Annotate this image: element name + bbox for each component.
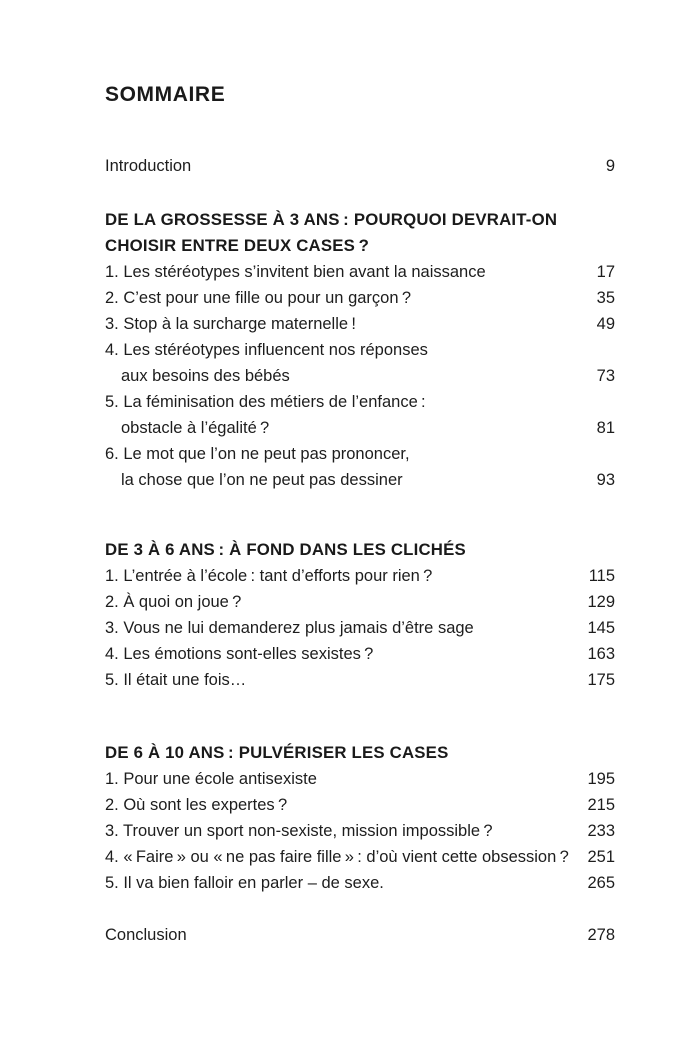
entry-page-number: 49 bbox=[596, 315, 615, 333]
entry-page-number: 145 bbox=[587, 619, 615, 637]
entry-label: 2. À quoi on joue ? bbox=[105, 593, 242, 611]
entry-page-number: 163 bbox=[587, 645, 615, 663]
toc-entry: 5. La féminisation des métiers de l’enfa… bbox=[105, 389, 615, 441]
entry-label: 4. Les émotions sont-elles sexistes ? bbox=[105, 645, 374, 663]
toc-entry: 1. Pour une école antisexiste 195 bbox=[105, 766, 615, 792]
toc-entry: 2. À quoi on joue ? 129 bbox=[105, 589, 615, 615]
page-title: SOMMAIRE bbox=[105, 83, 226, 106]
entry-label-line-2: obstacle à l’égalité ? bbox=[121, 419, 270, 437]
toc-entry: 1. Les stéréotypes s’invitent bien avant… bbox=[105, 259, 615, 285]
section-heading: DE 6 À 10 ANS : PULVÉRISER LES CASES bbox=[105, 740, 615, 766]
entry-label: 2. Où sont les expertes ? bbox=[105, 796, 288, 814]
entry-page-number: 195 bbox=[587, 770, 615, 788]
section-heading-line: DE 6 À 10 ANS : PULVÉRISER LES CASES bbox=[105, 743, 449, 762]
entry-page-number: 251 bbox=[587, 848, 615, 866]
entry-label: 1. Les stéréotypes s’invitent bien avant… bbox=[105, 263, 486, 281]
entry-label-line-2: aux besoins des bébés bbox=[121, 367, 290, 385]
entry-page-number: 17 bbox=[596, 263, 615, 281]
entry-label: 2. C’est pour une fille ou pour un garço… bbox=[105, 289, 411, 307]
entry-page-number: 215 bbox=[587, 796, 615, 814]
toc-entry: 4. « Faire » ou « ne pas faire fille » :… bbox=[105, 844, 615, 870]
entry-page-number: 233 bbox=[587, 822, 615, 840]
entry-label-line-2: la chose que l’on ne peut pas dessiner bbox=[121, 471, 403, 489]
entry-label: 3. Vous ne lui demanderez plus jamais d’… bbox=[105, 619, 474, 637]
toc-entry: 3. Vous ne lui demanderez plus jamais d’… bbox=[105, 615, 615, 641]
entry-page-number: 9 bbox=[605, 157, 615, 175]
entry-page-number: 81 bbox=[596, 419, 615, 437]
section-heading-line: DE LA GROSSESSE À 3 ANS : POURQUOI DEVRA… bbox=[105, 210, 558, 229]
section-heading-line: DE 3 À 6 ANS : À FOND DANS LES CLICHÉS bbox=[105, 540, 466, 559]
toc-entry: 5. Il était une fois… 175 bbox=[105, 667, 615, 693]
entry-label: 3. Trouver un sport non-sexiste, mission… bbox=[105, 822, 493, 840]
entry-page-number: 35 bbox=[596, 289, 615, 307]
entry-label: 5. Il était une fois… bbox=[105, 671, 247, 689]
entry-label: Introduction bbox=[105, 157, 192, 175]
toc-entry: 3. Stop à la surcharge maternelle ! 49 bbox=[105, 311, 615, 337]
entry-page-number: 73 bbox=[596, 367, 615, 385]
entry-label: 1. Pour une école antisexiste bbox=[105, 770, 317, 788]
entry-page-number: 93 bbox=[596, 471, 615, 489]
entry-label: 1. L’entrée à l’école : tant d’efforts p… bbox=[105, 567, 433, 585]
toc-entry: 2. C’est pour une fille ou pour un garço… bbox=[105, 285, 615, 311]
entry-page-number: 115 bbox=[588, 567, 615, 585]
section-heading-line: CHOISIR ENTRE DEUX CASES ? bbox=[105, 236, 370, 255]
toc-entry: 1. L’entrée à l’école : tant d’efforts p… bbox=[105, 563, 615, 589]
section-heading: DE 3 À 6 ANS : À FOND DANS LES CLICHÉS bbox=[105, 537, 615, 563]
entry-label-line-1: 6. Le mot que l’on ne peut pas prononcer… bbox=[105, 445, 410, 463]
toc-entry-conclusion: Conclusion 278 bbox=[105, 922, 615, 948]
entry-label: 4. « Faire » ou « ne pas faire fille » :… bbox=[105, 848, 569, 866]
entry-label: Conclusion bbox=[105, 926, 187, 944]
toc-entry: 4. Les stéréotypes influencent nos répon… bbox=[105, 337, 615, 389]
entry-page-number: 129 bbox=[587, 593, 615, 611]
toc-section-3-6-ans: DE 3 À 6 ANS : À FOND DANS LES CLICHÉS 1… bbox=[105, 537, 615, 693]
entry-label-line-1: 5. La féminisation des métiers de l’enfa… bbox=[105, 393, 426, 411]
entry-page-number: 175 bbox=[587, 671, 615, 689]
entry-label: 3. Stop à la surcharge maternelle ! bbox=[105, 315, 356, 333]
entry-label-line-1: 4. Les stéréotypes influencent nos répon… bbox=[105, 341, 428, 359]
entry-label: 5. Il va bien falloir en parler – de sex… bbox=[105, 874, 384, 892]
toc-entry: 6. Le mot que l’on ne peut pas prononcer… bbox=[105, 441, 615, 493]
toc-entry: 5. Il va bien falloir en parler – de sex… bbox=[105, 870, 615, 896]
toc-entry-introduction: Introduction 9 bbox=[105, 153, 615, 179]
toc-entry: 3. Trouver un sport non-sexiste, mission… bbox=[105, 818, 615, 844]
entry-page-number: 278 bbox=[587, 926, 615, 944]
toc-section-6-10-ans: DE 6 À 10 ANS : PULVÉRISER LES CASES 1. … bbox=[105, 740, 615, 896]
toc-entry: 2. Où sont les expertes ? 215 bbox=[105, 792, 615, 818]
toc-section-grossesse-3-ans: DE LA GROSSESSE À 3 ANS : POURQUOI DEVRA… bbox=[105, 207, 615, 493]
toc-entry: 4. Les émotions sont-elles sexistes ? 16… bbox=[105, 641, 615, 667]
section-heading: DE LA GROSSESSE À 3 ANS : POURQUOI DEVRA… bbox=[105, 207, 615, 259]
entry-page-number: 265 bbox=[587, 874, 615, 892]
